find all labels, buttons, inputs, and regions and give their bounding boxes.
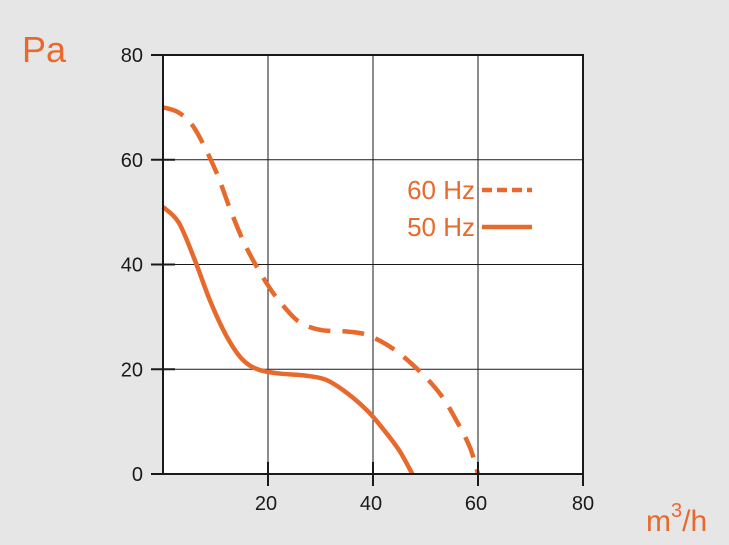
series [161, 105, 481, 476]
x-axis-label-base: m [646, 505, 671, 538]
tick-labels: 0 20 40 60 80 20 40 60 80 [121, 45, 594, 515]
x-tick-label: 20 [255, 493, 277, 515]
series-line-solid [161, 205, 415, 476]
y-tick-label: 40 [121, 255, 143, 277]
x-axis-label-sup: 3 [671, 500, 682, 522]
x-axis-label: m3/h [646, 500, 707, 538]
axes [151, 54, 584, 486]
y-axis-label: Pa [22, 29, 67, 70]
y-tick-label: 80 [121, 45, 143, 67]
series-line-dashed [162, 105, 481, 475]
x-axis-label-tail: /h [682, 505, 707, 538]
x-tick-label: 80 [572, 493, 594, 515]
x-tick-label: 60 [465, 493, 487, 515]
legend-label: 60 Hz [407, 175, 475, 205]
y-tick-label: 20 [121, 359, 143, 381]
y-tick-label: 0 [132, 464, 143, 486]
y-tick-label: 60 [121, 150, 143, 172]
x-tick-label: 40 [360, 493, 382, 515]
legend-label: 50 Hz [407, 212, 475, 242]
legend: 60 Hz 50 Hz [407, 175, 532, 242]
grid [163, 55, 583, 474]
